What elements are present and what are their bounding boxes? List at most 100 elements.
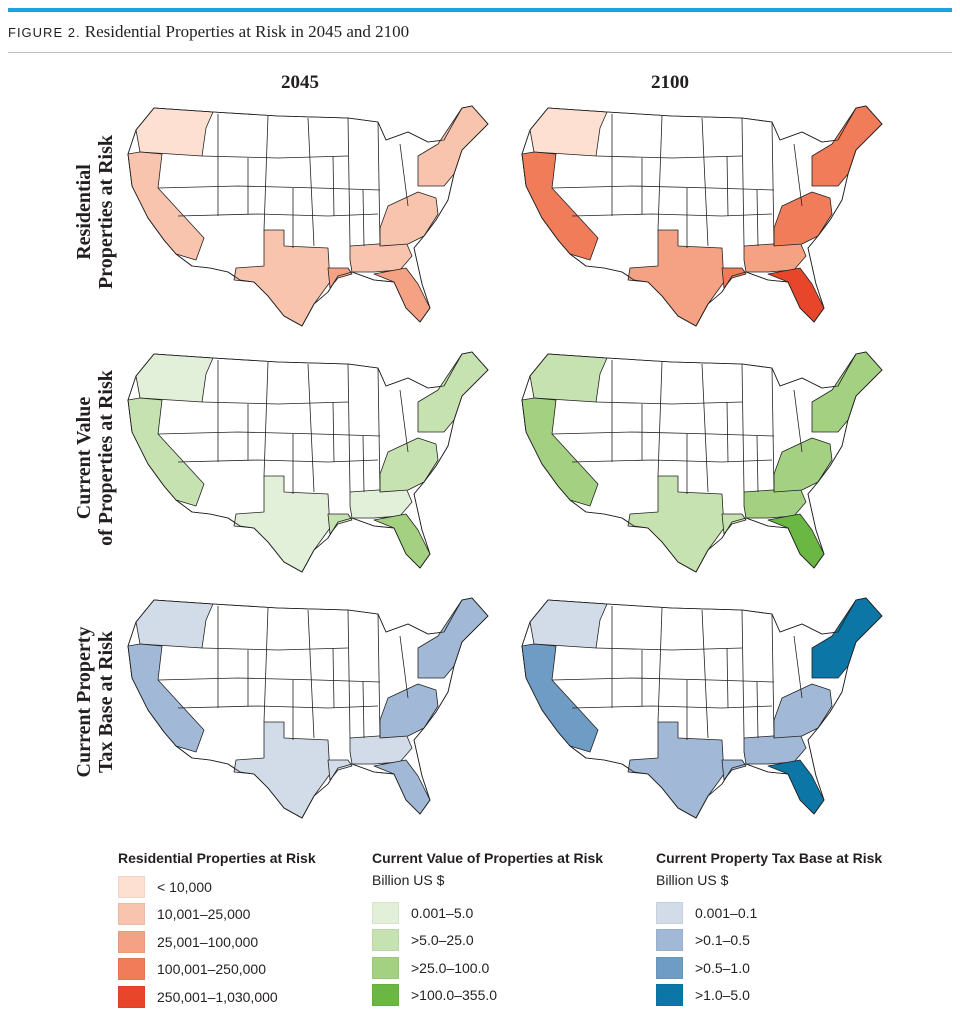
state-border [657,607,663,723]
legend-label: >1.0–5.0 [695,987,750,1003]
legend-label: >100.0–355.0 [411,987,498,1003]
us-border [127,351,489,573]
figure-number: FIGURE 2. [8,25,81,40]
row-header-residential: Residential Properties at Risk [73,135,117,289]
legend-item: 10,001–25,000 [118,902,316,927]
legend-item: >0.1–0.5 [656,928,882,953]
legend-item: 250,001–1,030,000 [118,984,316,1009]
map-taxbase-2045 [118,588,498,828]
state-border [771,121,775,247]
region-wa_or [135,599,214,649]
us-border [127,105,489,327]
state-border [595,401,743,405]
legend-item: 0.001–5.0 [372,900,603,925]
legend-swatch [656,956,683,979]
state-border [399,389,409,453]
state-border [307,609,315,739]
legend-label: >5.0–25.0 [411,932,474,948]
legend-title: Current Property Tax Base at Risk [656,850,883,866]
row-header-line1: Residential [73,164,95,260]
state-border [362,189,365,247]
state-border [771,613,775,739]
state-border [756,435,759,493]
region-la [327,759,353,781]
state-border [332,401,335,463]
legend-label: 10,001–25,000 [157,906,251,922]
state-border [726,401,729,463]
region-wa_or [529,599,608,649]
row-header-tax-base: Current Property Tax Base at Risk [73,627,117,778]
state-border [377,121,381,247]
row-header-line2: Tax Base at Risk [95,630,117,774]
region-wa_or [529,353,608,403]
state-border [701,609,709,739]
state-border [595,647,743,651]
accent-top-bar [8,8,952,12]
legend-label: >0.5–1.0 [695,959,750,976]
legend-item: >100.0–355.0 [372,983,603,1008]
figure-title: FIGURE 2. Residential Properties at Risk… [8,22,409,42]
state-border [726,155,729,217]
legend-unit: Billion US $ [656,872,729,888]
legend-current-value: Current Value of Properties at Risk Bill… [372,850,603,1010]
region-la [327,267,353,289]
legend-label: 25,001–100,000 [157,933,259,950]
state-border [201,647,349,651]
state-border [362,681,365,739]
legend-swatch [372,929,399,951]
map-residential-2100 [512,96,892,336]
us-border [521,597,883,819]
region-la [327,513,353,535]
state-border [741,609,745,739]
region-fl [373,759,431,815]
map-residential-2045 [118,96,498,336]
us-state-map [127,351,489,573]
legend-title: Current Value of Properties at Risk [372,850,604,866]
state-border [263,607,269,723]
legend-swatch [372,984,399,1006]
us-state-map [521,105,883,327]
legend-item: < 10,000 [118,874,316,899]
legend-item: >1.0–5.0 [656,983,882,1008]
state-border [399,635,409,699]
state-border [263,361,269,477]
us-state-map [521,597,883,819]
legend-tax-base: Current Property Tax Base at Risk Billio… [656,850,882,1010]
map-taxbase-2100 [512,588,892,828]
state-border [741,363,745,493]
state-border [201,401,349,405]
state-border [201,155,349,159]
state-border [362,435,365,493]
state-border [307,117,315,247]
legend-title: Residential Properties at Risk [118,850,316,866]
row-header-line2: Properties at Risk [95,134,117,290]
legend-swatch [118,875,145,898]
state-border [347,363,351,493]
legend-swatch [118,903,145,925]
legend-swatch [656,984,683,1006]
us-state-map [127,597,489,819]
state-border [399,143,409,207]
state-border [332,155,335,217]
legend-item: >5.0–25.0 [372,928,603,953]
legend-swatch [372,956,399,979]
region-fl [767,759,825,815]
state-border [347,117,351,247]
map-value-2045 [118,342,498,582]
region-wa_or [529,107,608,157]
legend-swatch [118,985,145,1008]
legend-label: 0.001–0.1 [695,904,758,921]
row-header-line1: Current Value [73,396,95,520]
legend-label: 250,001–1,030,000 [157,988,278,1005]
state-border [793,635,803,699]
state-border [263,115,269,231]
legend-item: 0.001–0.1 [656,900,882,925]
state-border [307,363,315,493]
us-border [127,597,489,819]
legend-label: 100,001–250,000 [157,961,266,977]
region-fl [767,267,825,323]
region-fl [373,267,431,323]
legend-swatch [656,901,683,924]
us-state-map [521,351,883,573]
state-border [377,367,381,493]
